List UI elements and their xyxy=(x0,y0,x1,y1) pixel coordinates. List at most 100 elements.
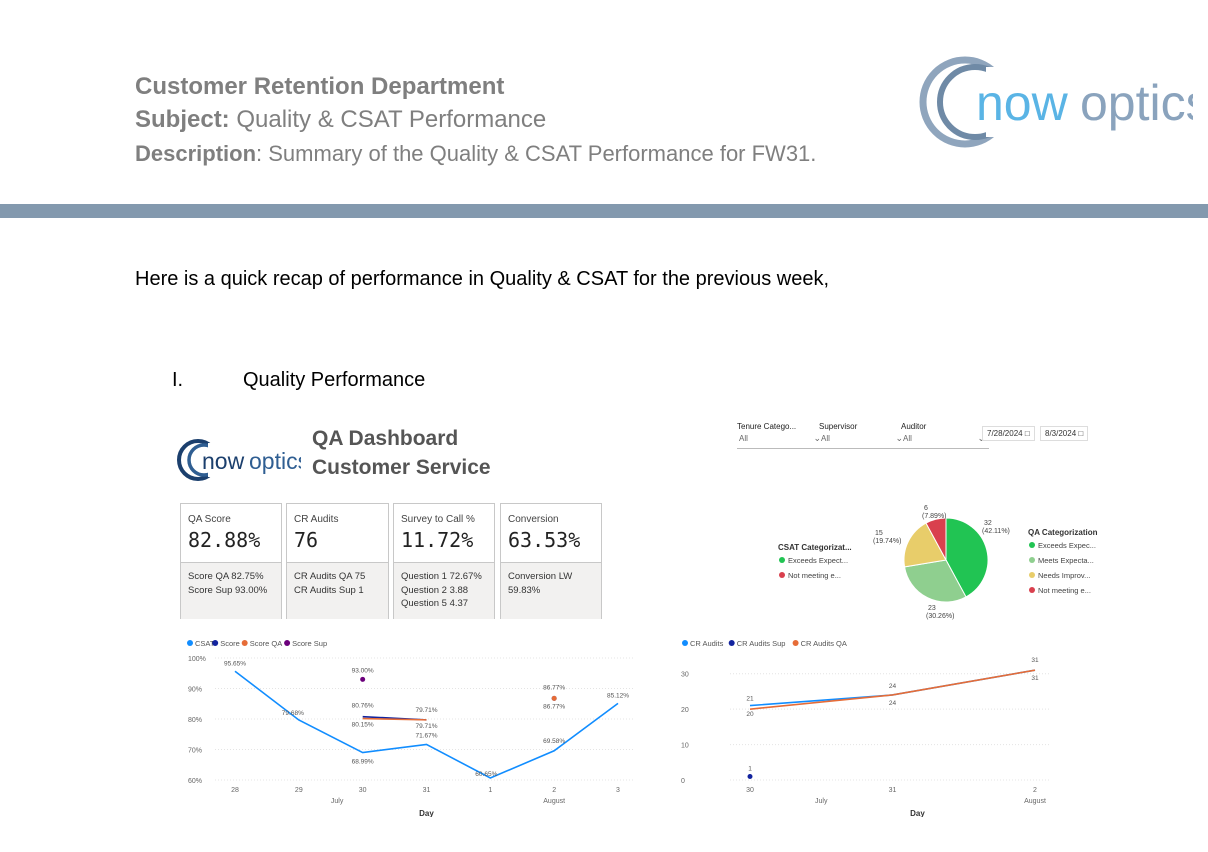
data-label: 60.65% xyxy=(475,771,497,778)
x-tick-label: 31 xyxy=(423,787,431,794)
kpi-details: Conversion LW 59.83% xyxy=(501,562,601,619)
logo-optics-text: optics xyxy=(1080,75,1193,131)
pie-slice xyxy=(903,522,947,568)
y-tick-label: 60% xyxy=(188,778,202,785)
intro-text: Here is a quick recap of performance in … xyxy=(135,268,830,290)
legend-marker xyxy=(792,640,799,646)
description-label: Description xyxy=(135,141,257,166)
kpi-card-cr-audits: CR Audits 76 CR Audits QA 75 CR Audits Su… xyxy=(286,503,389,619)
legend-marker xyxy=(1029,557,1035,563)
data-label: 31 xyxy=(1031,675,1039,682)
subject-label: Subject: xyxy=(135,106,230,133)
pie-slice xyxy=(903,559,967,603)
data-label: 24 xyxy=(889,683,897,690)
y-tick-label: 10 xyxy=(681,743,689,750)
pie-slice xyxy=(925,517,947,561)
data-label: 86.77% xyxy=(543,703,565,710)
legend-entry: CR Audits Sup xyxy=(737,639,786,648)
y-tick-label: 30 xyxy=(681,672,689,679)
chevron-down-icon: ⌄ xyxy=(895,433,903,443)
x-tick-label: 31 xyxy=(889,787,897,794)
y-tick-label: 0 xyxy=(681,778,685,785)
y-tick-label: 90% xyxy=(188,687,202,694)
filter-auditor-dropdown[interactable]: All ⌄ xyxy=(901,433,989,449)
x-tick-label: 30 xyxy=(359,787,367,794)
x-tick-label: 2 xyxy=(1033,787,1037,794)
filter-supervisor-label: Supervisor xyxy=(819,422,858,431)
section-number: I. xyxy=(172,369,184,391)
kpi-value: 76 xyxy=(294,528,319,552)
x-tick-label: 1 xyxy=(488,787,492,794)
header-divider-band xyxy=(0,204,1208,218)
x-month-label: July xyxy=(331,798,344,805)
kpi-details: CR Audits QA 75 CR Audits Sup 1 xyxy=(287,562,388,619)
series-point xyxy=(551,695,557,701)
subject-text: Quality & CSAT Performance xyxy=(229,106,547,133)
chevron-down-icon: ⌄ xyxy=(977,433,985,443)
calendar-icon: □ xyxy=(1078,429,1084,438)
legend-marker xyxy=(1029,572,1035,578)
y-tick-label: 70% xyxy=(188,748,202,755)
series-line xyxy=(362,717,427,721)
series-line xyxy=(749,669,1036,710)
x-tick-label: 29 xyxy=(295,787,303,794)
legend-marker xyxy=(187,640,193,646)
filter-tenure-dropdown[interactable]: All ⌄ xyxy=(737,433,825,449)
x-axis-title: Day xyxy=(910,809,925,817)
nowoptics-logo: now optics xyxy=(919,56,1193,148)
kpi-details: Question 1 72.67% Question 2 3.88 Question… xyxy=(394,562,494,619)
pie-slice-value: 15 xyxy=(875,530,883,537)
qa-legend-entry: Meets Expecta... xyxy=(1038,556,1094,565)
data-label: 71.67% xyxy=(415,732,437,739)
csat-legend-title: CSAT Categorizat... xyxy=(778,543,852,552)
legend-marker xyxy=(1029,587,1035,593)
legend-entry: Score xyxy=(220,639,240,648)
legend-entry: Score QA xyxy=(250,639,283,648)
data-label: 79.71% xyxy=(415,723,437,730)
x-tick-label: 28 xyxy=(231,787,239,794)
x-tick-label: 3 xyxy=(616,787,620,794)
kpi-label: QA Score xyxy=(188,514,231,525)
date-from-input[interactable]: 7/28/2024 □ xyxy=(982,426,1035,441)
data-label: 93.00% xyxy=(352,667,374,674)
x-month-label: July xyxy=(815,798,828,805)
pie-slice-percent: (7.89%) xyxy=(922,513,947,520)
pie-slice xyxy=(945,517,989,598)
qa-legend-entry: Needs Improv... xyxy=(1038,571,1090,580)
pie-slice-value: 32 xyxy=(984,520,992,527)
csat-score-line-chart: CSAT Score Score QA Score Sup 60% 70% 80% 90% 10… xyxy=(187,639,633,817)
cr-audits-line-chart: CR Audits CR Audits Sup CR Audits QA 0 10 20 3… xyxy=(681,639,1050,817)
qa-legend-entry: Not meeting e... xyxy=(1038,586,1091,595)
dashboard-logo-now: now xyxy=(202,448,245,474)
series-point xyxy=(747,773,753,779)
legend-marker xyxy=(682,640,688,646)
dashboard-title: QA Dashboard Customer Service xyxy=(312,424,491,482)
chevron-down-icon: ⌄ xyxy=(813,433,821,443)
kpi-label: Conversion xyxy=(508,514,559,525)
subject-line: Subject: Quality & CSAT Performance xyxy=(135,103,546,137)
pie-slice-value: 6 xyxy=(924,505,928,512)
data-label: 69.58% xyxy=(543,738,565,745)
kpi-card-conversion: Conversion 63.53% Conversion LW 59.83% xyxy=(500,503,602,619)
x-month-label: August xyxy=(1024,798,1046,805)
legend-marker xyxy=(1029,542,1035,548)
pie-slice-value: 23 xyxy=(928,605,936,612)
legend-marker xyxy=(779,557,785,563)
data-label: 79.68% xyxy=(282,710,304,717)
legend-marker xyxy=(212,640,219,646)
qa-legend-entry: Exceeds Expec... xyxy=(1038,541,1096,550)
description-text: : Summary of the Quality & CSAT Performa… xyxy=(256,141,817,166)
y-tick-label: 20 xyxy=(681,707,689,714)
date-to-input[interactable]: 8/3/2024 □ xyxy=(1040,426,1089,441)
x-axis-title: Day xyxy=(419,809,434,817)
kpi-card-qa-score: QA Score 82.88% Score QA 82.75% Score Sup… xyxy=(180,503,282,619)
data-label: 68.99% xyxy=(352,759,374,766)
legend-entry: CSAT xyxy=(195,639,215,648)
y-tick-label: 100% xyxy=(188,656,206,663)
kpi-value: 11.72% xyxy=(401,528,474,552)
kpi-details: Score QA 82.75% Score Sup 93.00% xyxy=(181,562,281,619)
department-title: Customer Retention Department xyxy=(135,73,505,100)
legend-entry: CR Audits xyxy=(690,639,724,648)
series-point xyxy=(360,676,366,682)
filter-supervisor-dropdown[interactable]: All ⌄ xyxy=(819,433,907,449)
